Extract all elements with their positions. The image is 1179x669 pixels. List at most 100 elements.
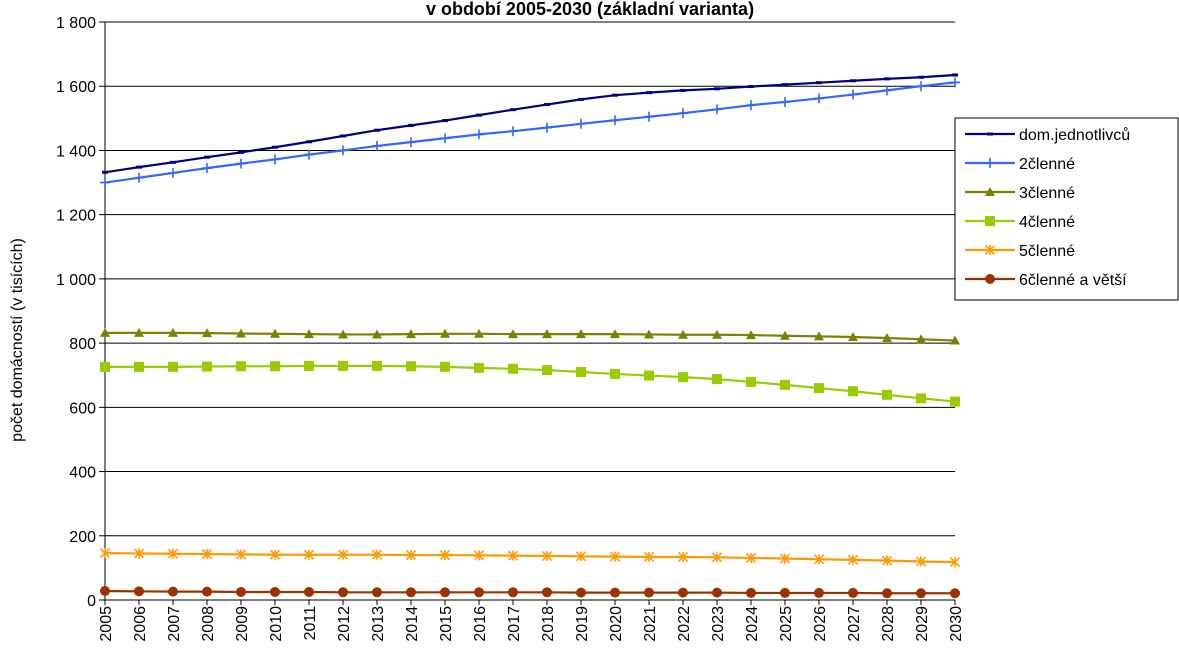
data-point [270, 154, 280, 165]
x-tick-label: 2015 [438, 606, 455, 642]
legend-label: 2členné [1019, 156, 1075, 173]
series-4 [100, 360, 960, 407]
data-point [236, 158, 246, 169]
data-point [644, 329, 654, 339]
y-tick-label: 200 [69, 529, 96, 546]
series-group [99, 73, 961, 599]
data-point [644, 587, 654, 598]
data-point [474, 328, 484, 338]
data-point [610, 115, 620, 126]
legend-entry: 3členné [965, 185, 1075, 202]
data-point [916, 588, 926, 599]
data-point [848, 587, 858, 598]
data-point [712, 374, 722, 385]
x-tick-label: 2022 [676, 606, 693, 642]
data-point [508, 363, 518, 374]
x-tick-label: 2018 [540, 606, 557, 642]
data-point [644, 111, 654, 122]
data-point [814, 331, 824, 341]
x-tick-label: 2027 [846, 606, 863, 642]
data-point [168, 167, 178, 178]
data-point [134, 327, 144, 337]
series-3 [100, 327, 960, 345]
data-point [133, 548, 145, 559]
data-point [949, 557, 961, 568]
data-point [439, 549, 451, 561]
data-point [712, 104, 722, 115]
data-point [882, 588, 892, 599]
data-point [338, 329, 348, 339]
grid-lines [105, 21, 955, 537]
data-point [950, 396, 960, 407]
data-point [474, 362, 484, 373]
x-tick-label: 2010 [268, 606, 285, 642]
data-point [372, 587, 382, 598]
data-point [780, 96, 790, 107]
series-2 [100, 77, 960, 188]
data-point [915, 556, 927, 567]
legend-label: dom.jednotlivců [1019, 126, 1130, 144]
legend-label: 3členné [1019, 185, 1075, 202]
y-tick-label: 1 600 [56, 79, 96, 96]
legend-label: 5členné [1019, 243, 1075, 260]
x-tick-label: 2006 [132, 606, 149, 642]
legend-marker [985, 216, 995, 226]
data-point [643, 551, 655, 563]
series-line [104, 552, 956, 564]
data-point [440, 361, 450, 372]
data-point [576, 118, 586, 129]
data-point [542, 329, 552, 339]
series-line [104, 73, 956, 174]
data-point [236, 328, 246, 338]
data-point [678, 108, 688, 119]
data-point [202, 163, 212, 174]
data-point [882, 389, 892, 400]
data-point [100, 327, 110, 337]
data-point [134, 172, 144, 183]
data-point [338, 145, 348, 156]
data-point [100, 361, 110, 372]
x-tick-label: 2009 [234, 606, 251, 642]
data-point [508, 587, 518, 598]
data-point [678, 372, 688, 383]
y-tick-label: 800 [69, 336, 96, 353]
data-point [100, 177, 110, 188]
data-point [746, 376, 756, 387]
data-point [507, 550, 519, 561]
x-tick-label: 2024 [744, 606, 761, 642]
x-tick-label: 2026 [812, 606, 829, 642]
legend-entry: dom.jednotlivců [965, 126, 1130, 144]
legend-marker [985, 274, 995, 284]
x-tick-label: 2029 [914, 606, 931, 642]
data-point [712, 329, 722, 339]
data-point [405, 549, 417, 561]
x-tick-label: 2008 [200, 606, 217, 642]
data-point [677, 551, 689, 563]
legend-entry: 4členné [965, 214, 1075, 231]
data-point [779, 553, 791, 564]
data-point [882, 332, 892, 342]
legend-label: 4členné [1019, 214, 1075, 231]
x-tick-label: 2028 [880, 606, 897, 642]
y-tick-label: 0 [87, 593, 96, 610]
x-tick-label: 2025 [778, 606, 795, 642]
data-point [508, 329, 518, 339]
x-tick-label: 2030 [948, 606, 965, 642]
data-point [780, 379, 790, 390]
series-1 [102, 73, 958, 174]
data-point [236, 586, 246, 597]
data-point [542, 587, 552, 598]
data-point [814, 383, 824, 394]
data-point [610, 329, 620, 339]
data-point [950, 588, 960, 599]
y-tick-label: 1 000 [56, 272, 96, 289]
data-point [576, 367, 586, 378]
y-tick-label: 1 800 [56, 15, 96, 32]
x-tick-label: 2021 [642, 606, 659, 642]
data-point [201, 549, 213, 560]
data-point [304, 149, 314, 160]
legend-entry: 6členné a větší [965, 272, 1127, 289]
data-point [270, 586, 280, 597]
